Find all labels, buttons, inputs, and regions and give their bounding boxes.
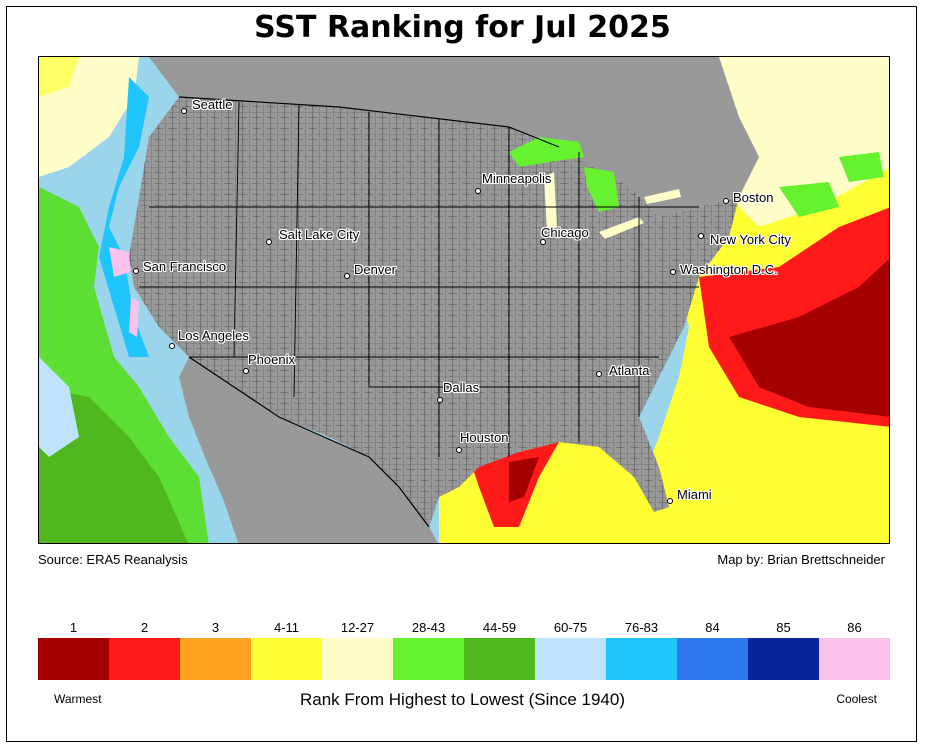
city-label: Denver	[354, 262, 396, 277]
lake-ontario	[644, 189, 681, 204]
city-dot	[437, 397, 443, 403]
canada-land	[149, 57, 759, 217]
legend-item-label: 44-59	[482, 620, 517, 635]
rank-legend: 1 2 3 4-11 12-27 28-43 44-59 60-75 76-83 84 85 86	[38, 620, 890, 680]
city-dot	[540, 239, 546, 245]
city-dot	[133, 268, 139, 274]
city-dot	[667, 498, 673, 504]
legend-item-label: 84	[705, 620, 720, 635]
lake-huron	[584, 167, 619, 212]
lake-michigan	[544, 172, 557, 232]
city-dot	[266, 239, 272, 245]
legend-item: 86	[819, 620, 890, 680]
city-dot	[456, 447, 462, 453]
legend-item: 1	[38, 620, 109, 680]
city-label: Seattle	[192, 97, 233, 112]
legend-item-label: 1	[69, 620, 78, 635]
city-label: Minneapolis	[482, 171, 552, 186]
lake-superior	[509, 137, 584, 167]
city-label: New York City	[710, 232, 791, 247]
city-dot	[670, 269, 676, 275]
legend-item: 85	[748, 620, 819, 680]
map-canvas	[39, 57, 889, 543]
city-label: Boston	[733, 190, 774, 205]
legend-item-label: 12-27	[340, 620, 375, 635]
legend-item: 28-43	[393, 620, 464, 680]
city-dot	[169, 343, 175, 349]
city-dot	[243, 368, 249, 374]
legend-swatch	[109, 638, 180, 680]
legend-swatch	[322, 638, 393, 680]
us-canada-border	[178, 96, 560, 148]
legend-swatch	[748, 638, 819, 680]
city-dot	[596, 371, 602, 377]
pacific-lightblue-zone	[39, 357, 79, 457]
atlantic-darkred-zone	[729, 258, 889, 417]
legend-swatch	[180, 638, 251, 680]
pacific-lightyellow-offshore	[39, 57, 79, 97]
legend-swatch	[251, 638, 322, 680]
legend-item-label: 4-11	[273, 620, 300, 635]
legend-swatch	[535, 638, 606, 680]
city-label: San Francisco	[143, 259, 227, 274]
mexico-land	[189, 357, 438, 543]
credit-text: Map by: Brian Brettschneider	[717, 552, 885, 567]
gulf-darkred-zone	[509, 457, 539, 502]
atlantic-lightyellow-zone	[719, 57, 889, 227]
us-county-lines	[129, 97, 739, 527]
state-lines	[139, 101, 699, 457]
city-label: Atlanta	[609, 363, 650, 378]
atlantic-green-patches	[779, 152, 884, 217]
us-mexico-border	[188, 356, 430, 528]
city-dot	[344, 273, 350, 279]
legend-title: Rank From Highest to Lowest (Since 1940)	[299, 690, 626, 709]
legend-item-label: 76-83	[624, 620, 659, 635]
city-label: Miami	[677, 487, 712, 502]
legend-swatch	[606, 638, 677, 680]
legend-swatch	[464, 638, 535, 680]
city-dot	[698, 233, 704, 239]
legend-item: 44-59	[464, 620, 535, 680]
legend-item: 76-83	[606, 620, 677, 680]
baja-peninsula	[179, 357, 239, 512]
legend-item: 84	[677, 620, 748, 680]
source-text: Source: ERA5 Reanalysis	[38, 552, 188, 567]
legend-item-label: 3	[211, 620, 220, 635]
city-dot	[475, 188, 481, 194]
legend-coolest-label: Coolest	[836, 692, 877, 706]
city-label: Chicago	[541, 225, 589, 240]
legend-item-label: 2	[140, 620, 149, 635]
legend-item-label: 28-43	[411, 620, 446, 635]
legend-swatch	[677, 638, 748, 680]
pacific-blue-coast	[99, 77, 149, 357]
sst-map: Seattle San Francisco Los Angeles Phoenix Sa…	[38, 56, 890, 544]
legend-item-label: 85	[776, 620, 791, 635]
city-dot	[723, 198, 729, 204]
legend-swatch	[38, 638, 109, 680]
city-label: Dallas	[443, 380, 480, 395]
legend-item: 2	[109, 620, 180, 680]
map-title: SST Ranking for Jul 2025	[254, 10, 671, 45]
legend-item-label: 60-75	[553, 620, 588, 635]
legend-item-label: 86	[847, 620, 862, 635]
figure-frame	[6, 6, 917, 742]
legend-swatch	[393, 638, 464, 680]
city-label: Salt Lake City	[279, 227, 360, 242]
city-label: Washington D.C.	[680, 262, 778, 277]
city-label: Los Angeles	[178, 328, 249, 343]
legend-item: 4-11	[251, 620, 322, 680]
pacific-pink-coast	[109, 247, 139, 337]
city-dot	[181, 108, 187, 114]
legend-warmest-label: Warmest	[54, 692, 102, 706]
city-label: Houston	[460, 430, 509, 445]
city-label: Phoenix	[248, 352, 295, 367]
legend-item: 60-75	[535, 620, 606, 680]
legend-swatch	[819, 638, 890, 680]
legend-item: 12-27	[322, 620, 393, 680]
lake-erie	[599, 217, 644, 239]
legend-item: 3	[180, 620, 251, 680]
